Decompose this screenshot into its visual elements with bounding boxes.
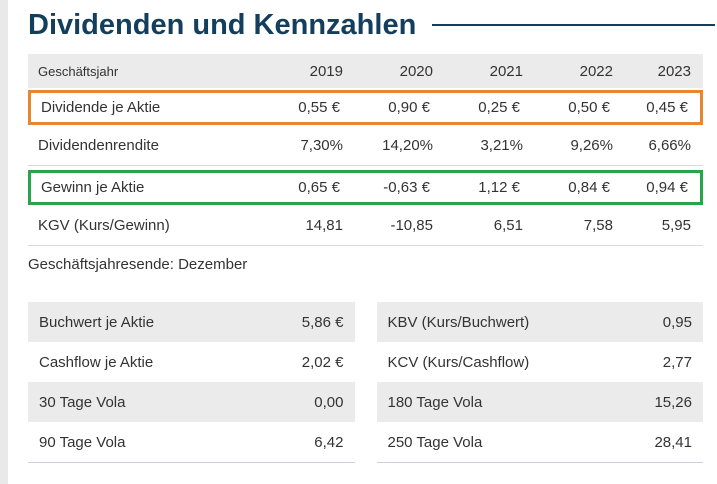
metrics-table-right: KBV (Kurs/Buchwert) 0,95 KCV (Kurs/Cashf… <box>376 302 704 463</box>
row-value-2020: -0,63 € <box>383 179 430 196</box>
row-value-2021: 1,12 € <box>478 179 520 196</box>
metric-value: 2,77 <box>662 353 692 371</box>
metric-label: KBV (Kurs/Buchwert) <box>387 313 530 331</box>
metric-value: 6,42 <box>314 433 344 451</box>
metric-value: 0,00 <box>314 393 344 411</box>
metric-row-kcv: KCV (Kurs/Cashflow) 2,77 <box>377 342 704 382</box>
section-header: Dividenden und Kennzahlen <box>28 0 715 40</box>
metric-label: 180 Tage Vola <box>387 393 483 411</box>
table-row-dividendenrendite: Dividendenrendite 7,30% 14,20% 3,21% 9,2… <box>28 126 703 166</box>
title-divider-rule <box>432 24 715 26</box>
row-value-2023: 0,94 € <box>646 179 688 196</box>
row-value-2022: 7,58 <box>583 217 613 234</box>
table-row-dividende-je-aktie: Dividende je Aktie 0,55 € 0,90 € 0,25 € … <box>28 90 703 125</box>
metric-row-buchwert: Buchwert je Aktie 5,86 € <box>28 302 355 342</box>
row-value-2022: 9,26% <box>570 137 613 154</box>
section-title: Dividenden und Kennzahlen <box>28 9 417 41</box>
metric-row-250-tage-vola: 250 Tage Vola 28,41 <box>377 422 704 462</box>
key-metrics-section: Buchwert je Aktie 5,86 € Cashflow je Akt… <box>28 302 703 463</box>
metric-value: 5,86 € <box>301 313 344 331</box>
row-label: Dividendenrendite <box>38 137 159 154</box>
table-row-kgv: KGV (Kurs/Gewinn) 14,81 -10,85 6,51 7,58… <box>28 206 703 246</box>
row-label: Dividende je Aktie <box>41 99 161 116</box>
row-value-2022: 0,84 € <box>568 179 610 196</box>
metric-value: 28,41 <box>654 433 692 451</box>
row-value-2020: 14,20% <box>382 137 433 154</box>
row-value-2019: 0,55 € <box>298 99 340 116</box>
row-value-2021: 0,25 € <box>478 99 520 116</box>
row-value-2021: 6,51 <box>493 217 523 234</box>
metric-label: 90 Tage Vola <box>39 433 126 451</box>
row-value-2019: 7,30% <box>300 137 343 154</box>
row-value-2020: 0,90 € <box>388 99 430 116</box>
row-label: Gewinn je Aktie <box>41 179 145 196</box>
column-header-year-2021: 2021 <box>489 62 523 80</box>
row-value-2022: 0,50 € <box>568 99 610 116</box>
row-label: KGV (Kurs/Gewinn) <box>38 217 170 234</box>
metric-label: 250 Tage Vola <box>387 433 483 451</box>
column-header-year-2022: 2022 <box>579 62 613 80</box>
metric-label: 30 Tage Vola <box>39 393 126 411</box>
metric-row-30-tage-vola: 30 Tage Vola 0,00 <box>28 382 355 422</box>
column-header-geschaeftsjahr: Geschäftsjahr <box>38 63 119 79</box>
row-value-2019: 0,65 € <box>298 179 340 196</box>
row-value-2019: 14,81 <box>305 217 343 234</box>
metric-value: 2,02 € <box>301 353 344 371</box>
dividends-table-header-row: Geschäftsjahr 2019 2020 2021 2022 2023 <box>28 54 703 88</box>
metric-value: 15,26 <box>654 393 692 411</box>
dividends-table: Geschäftsjahr 2019 2020 2021 2022 2023 D… <box>28 54 703 246</box>
metric-row-180-tage-vola: 180 Tage Vola 15,26 <box>376 382 703 422</box>
fiscal-year-end-footnote: Geschäftsjahresende: Dezember <box>28 256 248 273</box>
metric-label: Buchwert je Aktie <box>39 313 155 331</box>
metric-label: Cashflow je Aktie <box>39 353 154 371</box>
row-value-2023: 6,66% <box>648 137 691 154</box>
row-value-2020: -10,85 <box>390 217 433 234</box>
column-header-year-2020: 2020 <box>399 62 433 80</box>
row-value-2023: 0,45 € <box>646 99 688 116</box>
table-row-gewinn-je-aktie: Gewinn je Aktie 0,65 € -0,63 € 1,12 € 0,… <box>28 170 703 205</box>
row-value-2023: 5,95 <box>661 217 691 234</box>
metric-label: KCV (Kurs/Cashflow) <box>387 353 530 371</box>
metrics-table-left: Buchwert je Aktie 5,86 € Cashflow je Akt… <box>28 302 355 463</box>
page-left-gutter <box>0 0 8 484</box>
metric-value: 0,95 <box>662 313 692 331</box>
column-header-year-2019: 2019 <box>309 62 343 80</box>
metric-row-kbv: KBV (Kurs/Buchwert) 0,95 <box>376 302 703 342</box>
metric-row-cashflow: Cashflow je Aktie 2,02 € <box>28 342 355 382</box>
metric-row-90-tage-vola: 90 Tage Vola 6,42 <box>28 422 355 462</box>
row-value-2021: 3,21% <box>480 137 523 154</box>
column-header-year-2023: 2023 <box>657 62 691 80</box>
dividends-section: Dividenden und Kennzahlen Geschäftsjahr … <box>28 0 717 463</box>
